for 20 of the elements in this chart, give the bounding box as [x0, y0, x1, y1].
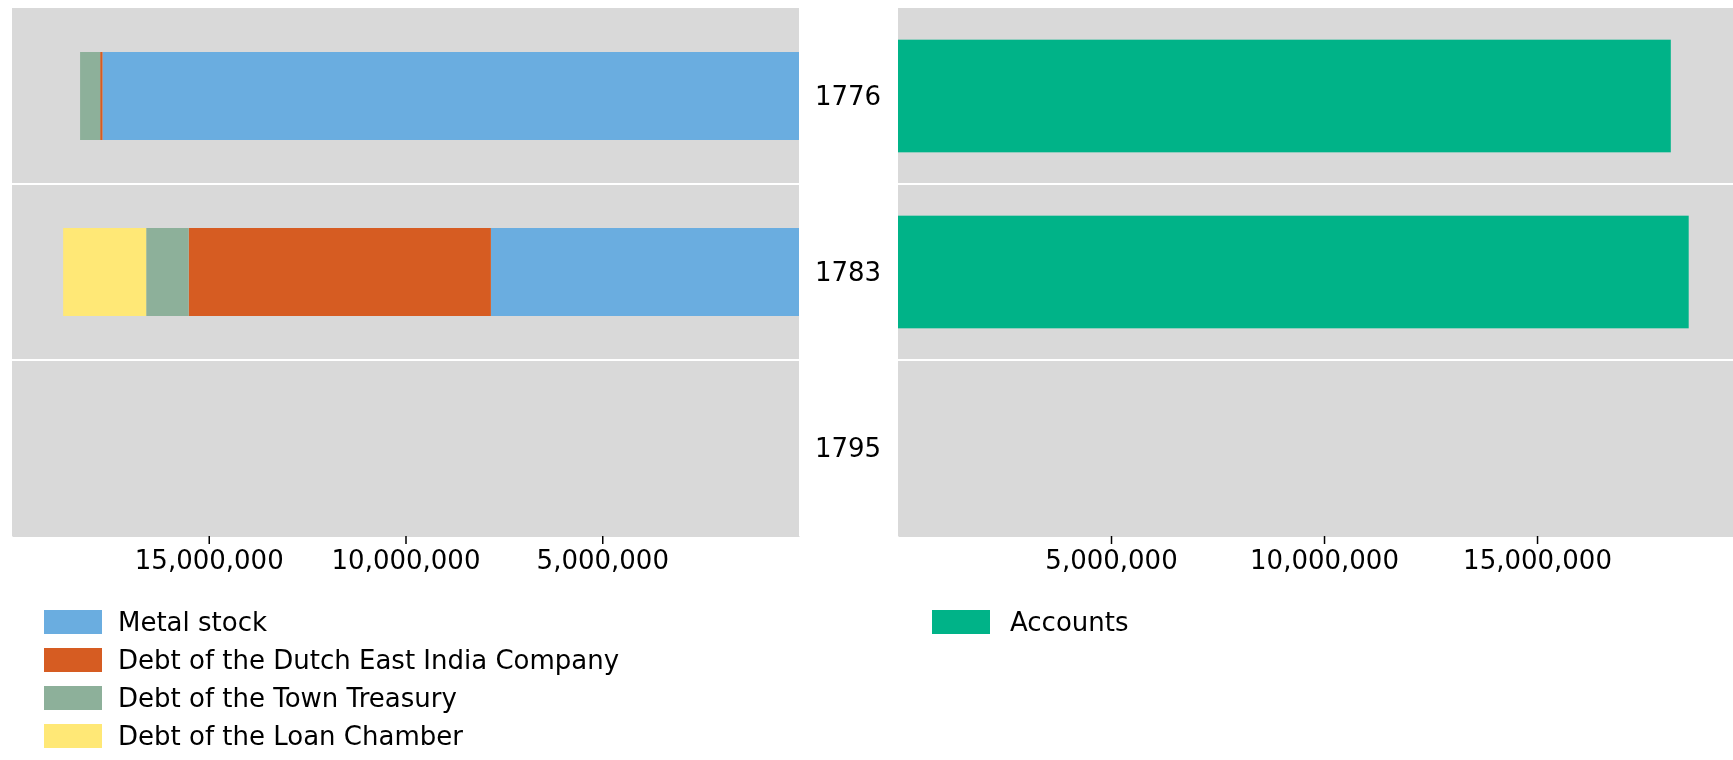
- x-tick-label: 5,000,000: [1045, 544, 1178, 575]
- x-tick-label: 10,000,000: [1250, 544, 1399, 575]
- legend-label: Metal stock: [118, 607, 268, 638]
- bar: [146, 228, 189, 316]
- x-tick-label: 15,000,000: [134, 544, 284, 575]
- bar: [188, 228, 491, 316]
- legend-label: Debt of the Dutch East India Company: [118, 645, 620, 676]
- y-tick-label: 1783: [814, 257, 882, 288]
- x-tick-label: 5,000,000: [536, 544, 669, 575]
- bar: [80, 52, 101, 140]
- bar: [63, 228, 147, 316]
- x-tick-label: 15,000,000: [1463, 544, 1612, 575]
- legend-label: Debt of the Town Treasury: [118, 683, 457, 714]
- bar: [100, 52, 103, 140]
- bar: [490, 228, 799, 316]
- y-tick-label: 1795: [814, 433, 882, 464]
- legend-label: Debt of the Loan Chamber: [118, 721, 464, 752]
- y-tick-label: 1776: [814, 81, 882, 112]
- x-tick-label: 10,000,000: [331, 544, 481, 575]
- legend-label: Accounts: [1010, 607, 1129, 638]
